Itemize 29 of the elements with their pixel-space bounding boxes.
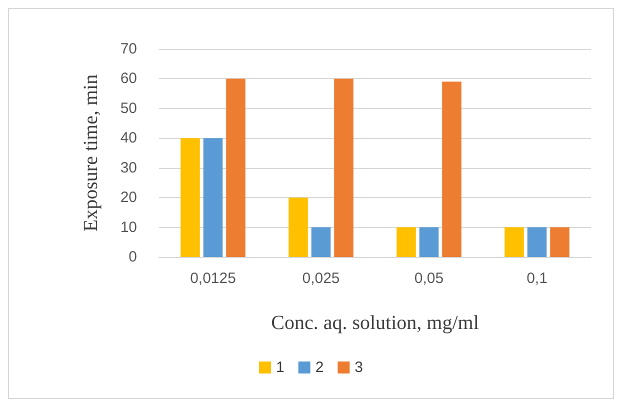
bar xyxy=(288,198,308,257)
bar xyxy=(311,227,331,257)
bar xyxy=(203,138,223,257)
y-tick-label: 40 xyxy=(120,130,137,147)
legend-label: 3 xyxy=(354,359,364,376)
bar xyxy=(419,227,439,257)
legend-label: 1 xyxy=(276,359,284,376)
x-tick-label: 0,05 xyxy=(414,270,444,287)
bar xyxy=(527,227,547,257)
y-axis-title: Exposure time, min xyxy=(80,74,102,232)
bar xyxy=(396,227,416,257)
y-tick-label: 50 xyxy=(120,100,137,117)
y-tick-label: 20 xyxy=(120,189,137,206)
bar xyxy=(180,138,200,257)
y-tick-label: 70 xyxy=(120,40,137,58)
bar xyxy=(442,82,462,257)
x-tick-label: 0,1 xyxy=(526,270,548,287)
bar xyxy=(550,227,570,257)
x-axis-title: Conc. aq. solution, mg/ml xyxy=(271,312,480,334)
bar xyxy=(504,227,524,257)
legend-label: 2 xyxy=(315,359,324,376)
bar xyxy=(334,78,354,257)
y-tick-label: 10 xyxy=(120,218,137,236)
x-tick-label: 0,0125 xyxy=(190,270,236,287)
y-tick-label: 60 xyxy=(120,70,137,88)
bar xyxy=(226,78,246,257)
y-tick-label: 30 xyxy=(120,159,137,176)
x-tick-label: 0,025 xyxy=(302,270,340,287)
y-tick-label: 0 xyxy=(128,248,137,266)
